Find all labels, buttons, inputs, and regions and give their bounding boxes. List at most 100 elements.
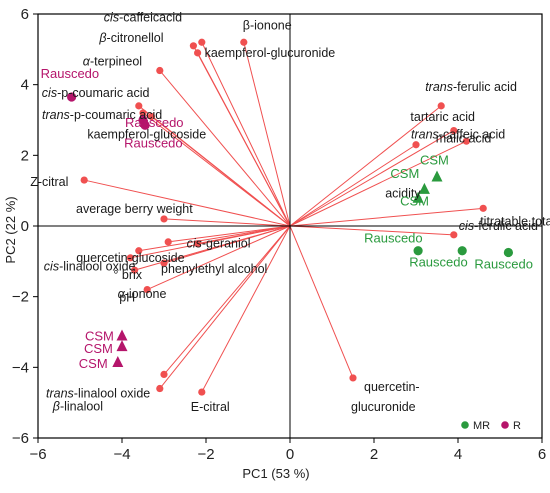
loading-label-part: phenylethyl alcohol [161, 262, 267, 276]
loading-label: quercetin- [364, 380, 420, 394]
loading-label: ° brix [113, 268, 142, 282]
score-point [413, 246, 423, 256]
loading-point [131, 266, 139, 274]
loading-label: cis-geraniol [187, 237, 251, 251]
loading-label-part: -p-coumaric acid [57, 86, 149, 100]
loading-vector [159, 70, 291, 227]
loading-vector [289, 225, 454, 236]
loading-vector [151, 116, 291, 227]
loading-point [450, 231, 458, 239]
loading-label: average berry weight [76, 202, 193, 216]
loading-label: α-ionone [118, 287, 167, 301]
loading-point [437, 102, 445, 110]
y-tick-label: 4 [21, 77, 29, 94]
loading-vector [130, 225, 291, 259]
loading-vector [289, 207, 484, 227]
loading-label: pH [119, 291, 135, 305]
loading-vector [197, 52, 291, 227]
loading-vector [168, 225, 291, 243]
loading-label: trans-caffeic acid [411, 128, 505, 142]
loading-point [126, 254, 134, 262]
loading-label: α-terpineol [83, 55, 142, 69]
loading-label: cis-caffeicacid [104, 10, 182, 24]
legend-label: MR [473, 420, 490, 432]
loading-point [240, 38, 248, 46]
loading-vector [289, 105, 442, 227]
y-tick-label: −6 [12, 430, 29, 447]
loading-point [194, 240, 202, 248]
loading-label-part: kaempferol-glucoside [87, 127, 206, 141]
loading-label-part: -ferulic acid [453, 80, 517, 94]
x-tick-label: 4 [454, 446, 462, 463]
loading-label: titratable total [480, 214, 550, 228]
loading-label: β-linalool [52, 400, 103, 414]
loading-label: tartaric acid [410, 110, 475, 124]
loading-point [189, 42, 197, 50]
score-point [116, 340, 128, 352]
loading-vector [163, 225, 291, 375]
loading-label-part: cis [187, 237, 202, 251]
loading-label: cis-p-coumaric acid [42, 86, 150, 100]
legend-label: R [513, 420, 521, 432]
score-group-label: Rauscedo [124, 135, 183, 150]
loading-vector [201, 225, 291, 393]
score-point [503, 247, 513, 258]
score-group-label: CSM [390, 166, 419, 181]
loading-label-part: -p-coumaric acid [70, 108, 162, 122]
loading-label-part: β-ionone [243, 18, 292, 32]
loading-label-part: kaempferol-glucuronide [205, 46, 336, 60]
loading-label-part: pH [119, 291, 135, 305]
point-labels: cis-caffeicacidβ-iononeβ-citronellolkaem… [30, 10, 550, 414]
score-point [112, 356, 124, 368]
loading-vector [138, 225, 291, 252]
loading-label: Z-citral [30, 175, 68, 189]
score-group-label: Rauscedo [409, 255, 468, 270]
x-tick-label: −4 [113, 446, 130, 463]
loading-label: trans-ferulic acid [425, 80, 517, 94]
loading-point [80, 176, 88, 184]
y-axis-label: PC2 (22 %) [3, 196, 18, 263]
loading-vector [289, 225, 354, 379]
loading-point [156, 66, 164, 75]
loading-point [194, 49, 202, 57]
loading-point [198, 38, 206, 46]
loading-label: kaempferol-glucoside [87, 127, 206, 141]
loading-label-part: trans [411, 128, 439, 142]
loading-point [164, 238, 172, 246]
loading-label-part: β [52, 400, 60, 414]
loading-point [160, 259, 168, 267]
loading-label-part: α [118, 287, 126, 301]
loading-vector [201, 42, 291, 227]
loading-label-part: -caffeic acid [439, 128, 506, 142]
loading-label-part: -linalool [60, 400, 103, 414]
loading-vector [289, 130, 455, 227]
loading-vector [84, 179, 291, 227]
loading-label-part: cis [459, 219, 474, 233]
loading-label-part: average berry weight [76, 202, 193, 216]
loading-vector [159, 225, 291, 389]
y-tick-label: 6 [21, 6, 29, 23]
loading-label-part: cis [104, 10, 119, 24]
y-tick-label: 0 [21, 218, 29, 235]
loading-point [160, 215, 168, 223]
score-group-label: Rauscedo [125, 115, 184, 130]
score-point [412, 191, 424, 203]
loading-label-part: cis [42, 86, 57, 100]
loading-label-continuation: glucuronide [351, 400, 416, 414]
axes: −6 −4 −2 0 2 4 6 −6 −4 −2 0 2 4 6 PC1 (53 %) PC2 (22 %) [3, 6, 546, 481]
legend: MR R [461, 420, 521, 432]
score-point [140, 120, 150, 130]
loading-vector [289, 140, 467, 227]
loading-point [198, 388, 206, 396]
score-group-label: CSM [79, 356, 108, 371]
loading-label-part: -ferulic acid [474, 219, 538, 233]
score-point [457, 246, 467, 256]
loading-point [147, 112, 155, 121]
loading-label-part: -geraniol [202, 237, 251, 251]
legend-marker [461, 421, 469, 429]
loading-point [143, 286, 151, 294]
loading-point [160, 370, 168, 378]
score-point [431, 170, 443, 182]
loading-vector [243, 42, 291, 227]
